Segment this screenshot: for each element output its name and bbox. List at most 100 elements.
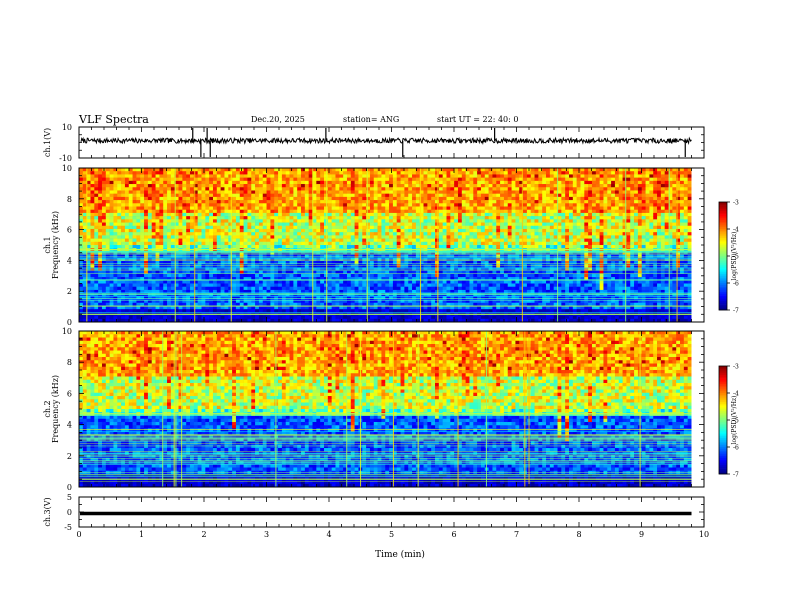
spectrogram-cell [343, 203, 348, 207]
spectrogram-cell [90, 315, 95, 320]
spectrogram-cell [316, 168, 321, 172]
spectrogram-cell [128, 299, 133, 304]
spectrogram-cell [304, 209, 309, 214]
spectrogram-cell [178, 174, 183, 178]
spectrogram-cell [82, 299, 87, 304]
spectrogram-cell [438, 212, 443, 217]
spectrogram-cell [155, 193, 160, 198]
spectrogram-cell [438, 270, 443, 275]
spectrogram-cell [316, 286, 321, 291]
spectrogram-cell [147, 318, 153, 323]
spectrogram-cell [389, 222, 394, 227]
spectrogram-cell [239, 222, 244, 227]
spectrogram-cell [335, 267, 340, 271]
spectrogram-cell [101, 232, 107, 236]
spectrogram-cell [255, 206, 260, 211]
spectrogram-cell [366, 187, 371, 191]
spectrogram-cell [159, 187, 164, 191]
spectrogram-cell [140, 187, 145, 191]
spectrogram-cell [289, 238, 294, 243]
spectrogram-cell [324, 206, 329, 211]
spectrogram-cell [121, 219, 126, 223]
spectrogram-cell [136, 232, 141, 236]
spectrogram-cell [366, 219, 371, 223]
spectrogram-cell [316, 241, 321, 246]
spectrogram-cell [442, 222, 447, 227]
spectrogram-cell [404, 168, 409, 172]
spectrogram-cell [109, 289, 114, 294]
spectrogram-cell [404, 286, 409, 291]
spectrogram-cell [121, 318, 126, 323]
spectrogram-cell [79, 174, 84, 178]
spectrogram-cell [281, 168, 287, 172]
spectrogram-cell [86, 219, 91, 223]
spectrogram-cell [262, 174, 267, 178]
spectrogram-cell [362, 232, 367, 236]
spectrogram-cell [239, 177, 244, 182]
spectrogram-cell [335, 206, 340, 211]
spectrogram-cell [82, 267, 87, 271]
spectrogram-cell [278, 206, 283, 211]
spectrogram-cell [331, 206, 336, 211]
spectrogram-cell [396, 203, 401, 207]
spectrogram-cell [201, 241, 206, 246]
spectrogram-cell [105, 238, 110, 243]
spectrogram-cell [320, 190, 325, 194]
spectrogram-cell [79, 171, 84, 175]
spectrogram-cell [415, 254, 421, 259]
spectrogram-cell [293, 267, 298, 271]
spectrogram-cell [243, 174, 248, 178]
spectrogram-cell [136, 315, 141, 320]
spectrogram-cell [335, 190, 340, 194]
spectrogram-cell [335, 261, 340, 265]
spectrogram-cell [373, 245, 378, 249]
spectrogram-cell [396, 235, 401, 239]
spectrogram-cell [450, 180, 455, 185]
spectrogram-cell [124, 200, 130, 204]
spectrogram-cell [377, 232, 382, 236]
spectrogram-cell [220, 212, 225, 217]
spectrogram-cell [109, 171, 114, 175]
spectrogram-cell [423, 174, 428, 178]
spectrogram-cell [412, 261, 417, 265]
spectrogram-cell [155, 299, 160, 304]
spectrogram-cell [205, 315, 210, 320]
spectrogram-cell [79, 193, 84, 198]
spectrogram-cell [343, 302, 348, 307]
spectrogram-cell [124, 206, 130, 211]
spectrogram-cell [354, 193, 359, 198]
spectrogram-cell [136, 209, 141, 214]
spectrogram-cell [327, 203, 332, 207]
spectrogram-cell [167, 267, 172, 271]
spectrogram-cell [412, 219, 417, 223]
spectrogram-cell [140, 193, 145, 198]
spectrogram-cell [358, 174, 363, 178]
spectrogram-cell [369, 206, 375, 211]
spectrogram-cell [170, 193, 176, 198]
spectrogram-cell [389, 289, 394, 294]
spectrogram-cell [308, 277, 313, 281]
spectrogram-cell [212, 238, 218, 243]
spectrogram-cell [167, 203, 172, 207]
spectrogram-cell [205, 238, 210, 243]
spectrogram-cell [438, 187, 443, 191]
spectrogram-cell [366, 209, 371, 214]
spectrogram-cell [235, 206, 241, 211]
spectrogram-cell [159, 286, 164, 291]
spectrogram-cell [404, 232, 409, 236]
spectrogram-cell [239, 273, 244, 278]
spectrogram-cell [201, 286, 206, 291]
spectrogram-cell [408, 177, 413, 182]
spectrogram-cell [346, 225, 352, 230]
spectrogram-cell [304, 241, 309, 246]
spectrogram-cell [373, 225, 378, 230]
spectrogram-cell [109, 315, 114, 320]
spectrogram-cell [354, 180, 359, 185]
spectrogram-cell [327, 184, 332, 188]
spectrogram-cell [101, 203, 107, 207]
spectrogram-cell [258, 280, 264, 284]
spectrogram-cell [90, 206, 95, 211]
spectrogram-cell [113, 245, 118, 249]
spectrogram-cell [461, 267, 466, 271]
spectrogram-cell [408, 273, 413, 278]
